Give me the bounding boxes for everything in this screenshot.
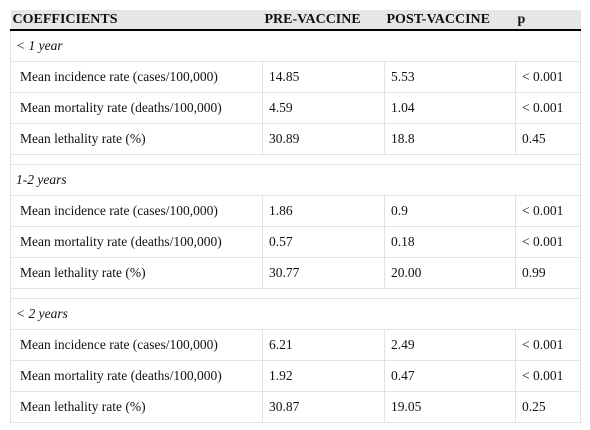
value-cell: 4.59: [262, 92, 385, 124]
value-cell: 30.89: [262, 123, 385, 155]
data-row: Mean lethality rate (%) 30.77 20.00 0.99: [10, 257, 581, 289]
row-label: Mean mortality rate (deaths/100,000): [10, 360, 263, 392]
header-row: COEFFICIENTS PRE-VACCINE POST-VACCINE p: [10, 10, 581, 31]
value-cell: < 0.001: [515, 195, 581, 227]
row-label: Mean mortality rate (deaths/100,000): [10, 226, 263, 258]
header-cell: COEFFICIENTS: [10, 10, 263, 31]
value-cell: 1.92: [262, 360, 385, 392]
value-cell: 14.85: [262, 61, 385, 93]
header-cell: POST-VACCINE: [384, 10, 516, 31]
row-label: Mean lethality rate (%): [10, 391, 263, 423]
value-cell: 0.25: [515, 391, 581, 423]
value-cell: 0.18: [384, 226, 516, 258]
row-label: Mean lethality rate (%): [10, 123, 263, 155]
data-row: Mean lethality rate (%) 30.87 19.05 0.25: [10, 391, 581, 423]
data-row: Mean mortality rate (deaths/100,000) 0.57…: [10, 226, 581, 258]
value-cell: < 0.001: [515, 329, 581, 361]
value-cell: < 0.001: [515, 226, 581, 258]
section-row: < 2 years: [10, 298, 581, 330]
value-cell: 6.21: [262, 329, 385, 361]
row-label: Mean mortality rate (deaths/100,000): [10, 92, 263, 124]
row-label: Mean incidence rate (cases/100,000): [10, 61, 263, 93]
value-cell: 0.99: [515, 257, 581, 289]
data-row: Mean incidence rate (cases/100,000) 6.21 2…: [10, 329, 581, 361]
row-label: Mean lethality rate (%): [10, 257, 263, 289]
spacer-row: [10, 288, 581, 299]
spacer-cell: [10, 154, 581, 165]
data-row: Mean lethality rate (%) 30.89 18.8 0.45: [10, 123, 581, 155]
value-cell: 0.57: [262, 226, 385, 258]
section-label: < 2 years: [10, 298, 581, 330]
section-row: < 1 year: [10, 29, 581, 62]
value-cell: 30.77: [262, 257, 385, 289]
value-cell: 0.45: [515, 123, 581, 155]
value-cell: 2.49: [384, 329, 516, 361]
value-cell: < 0.001: [515, 61, 581, 93]
value-cell: 30.87: [262, 391, 385, 423]
section-row: 1-2 years: [10, 164, 581, 196]
section-label: < 1 year: [10, 29, 581, 62]
value-cell: 18.8: [384, 123, 516, 155]
data-row: Mean mortality rate (deaths/100,000) 4.59…: [10, 92, 581, 124]
value-cell: 1.04: [384, 92, 516, 124]
value-cell: 0.9: [384, 195, 516, 227]
data-table: COEFFICIENTS PRE-VACCINE POST-VACCINE p < 1…: [10, 10, 581, 423]
header-cell: PRE-VACCINE: [262, 10, 385, 31]
value-cell: 20.00: [384, 257, 516, 289]
header-cell: p: [515, 10, 581, 31]
value-cell: < 0.001: [515, 92, 581, 124]
data-row: Mean incidence rate (cases/100,000) 14.85…: [10, 61, 581, 93]
spacer-row: [10, 154, 581, 165]
table-body: < 1 year Mean incidence rate (cases/100,0…: [10, 29, 581, 423]
section-label: 1-2 years: [10, 164, 581, 196]
value-cell: < 0.001: [515, 360, 581, 392]
data-row: Mean incidence rate (cases/100,000) 1.86 0…: [10, 195, 581, 227]
data-row: Mean mortality rate (deaths/100,000) 1.92…: [10, 360, 581, 392]
value-cell: 0.47: [384, 360, 516, 392]
value-cell: 19.05: [384, 391, 516, 423]
value-cell: 5.53: [384, 61, 516, 93]
row-label: Mean incidence rate (cases/100,000): [10, 195, 263, 227]
value-cell: 1.86: [262, 195, 385, 227]
row-label: Mean incidence rate (cases/100,000): [10, 329, 263, 361]
spacer-cell: [10, 288, 581, 299]
